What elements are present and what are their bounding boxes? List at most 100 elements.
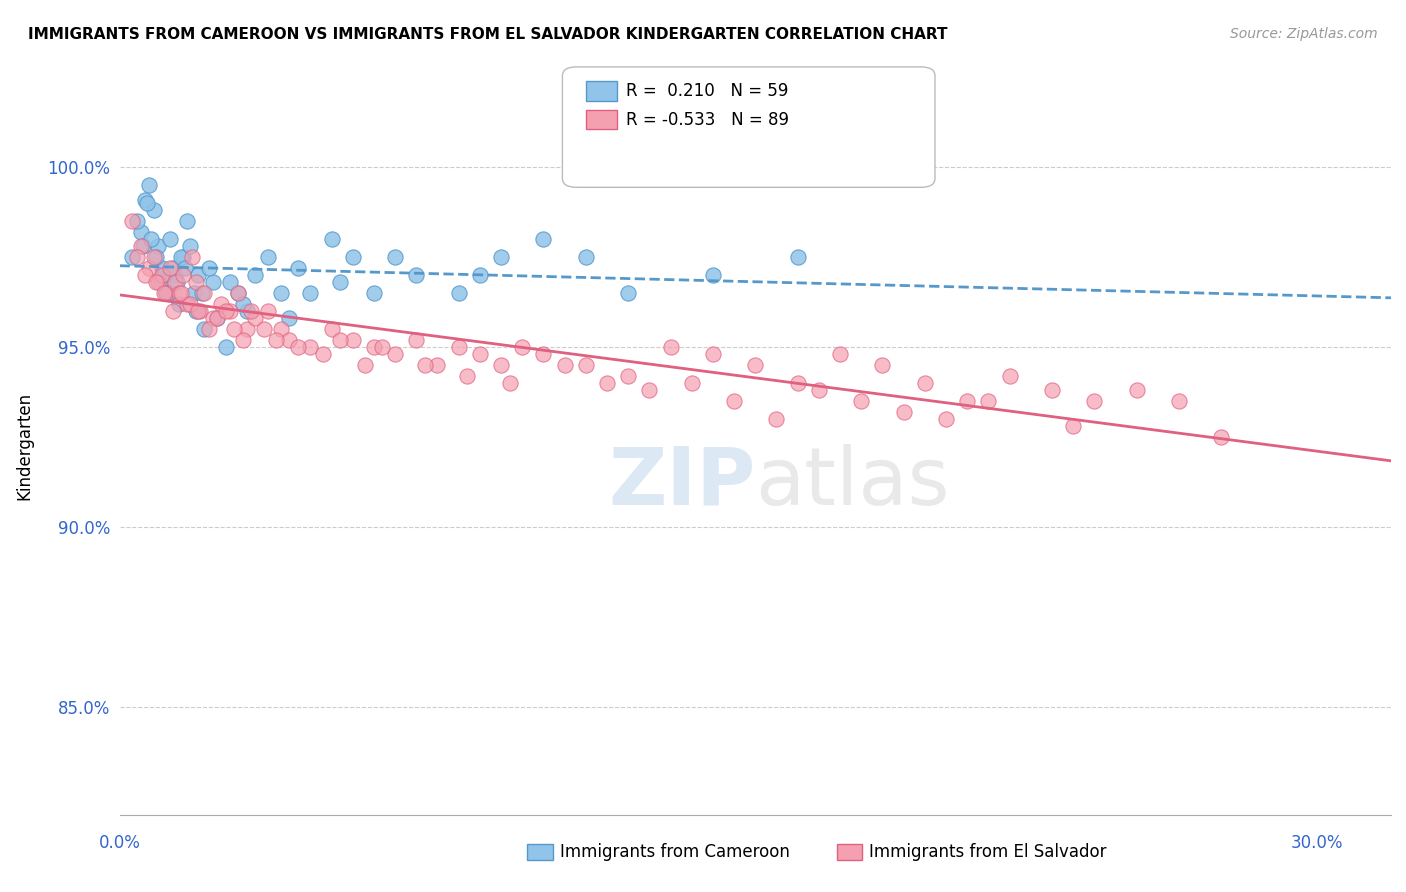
Point xyxy=(257,304,280,318)
Point xyxy=(489,250,512,264)
Point xyxy=(222,322,245,336)
Point xyxy=(1168,394,1191,409)
Point xyxy=(1062,419,1084,434)
Point xyxy=(702,268,724,283)
Point xyxy=(914,376,936,390)
Point xyxy=(141,232,163,246)
Point xyxy=(956,394,979,409)
Point xyxy=(744,358,766,372)
Point xyxy=(170,250,193,264)
Point xyxy=(201,276,224,290)
Point xyxy=(363,340,385,354)
Point xyxy=(205,311,228,326)
Point xyxy=(554,358,576,372)
Text: atlas: atlas xyxy=(755,444,949,522)
Point xyxy=(278,311,301,326)
Text: R = -0.533   N = 89: R = -0.533 N = 89 xyxy=(626,111,789,128)
Point xyxy=(489,358,512,372)
Point xyxy=(253,322,276,336)
Point xyxy=(149,276,172,290)
Point xyxy=(977,394,1000,409)
Point xyxy=(153,268,176,283)
Point xyxy=(157,286,180,301)
Point xyxy=(278,333,301,347)
Point xyxy=(786,250,808,264)
Point xyxy=(299,340,322,354)
Point xyxy=(183,286,205,301)
Point xyxy=(214,304,236,318)
Point xyxy=(226,286,249,301)
Point xyxy=(231,333,253,347)
Point xyxy=(163,276,186,290)
Point xyxy=(245,311,267,326)
Point xyxy=(456,368,478,383)
Point xyxy=(851,394,873,409)
Text: Source: ZipAtlas.com: Source: ZipAtlas.com xyxy=(1230,27,1378,41)
Point xyxy=(134,268,156,283)
Point xyxy=(329,333,352,347)
Point xyxy=(299,286,322,301)
Point xyxy=(702,347,724,361)
Text: Immigrants from Cameroon: Immigrants from Cameroon xyxy=(560,843,789,861)
Point xyxy=(145,250,167,264)
Point xyxy=(617,286,640,301)
Point xyxy=(510,340,533,354)
Point xyxy=(371,340,394,354)
Point xyxy=(145,276,167,290)
Point xyxy=(166,276,188,290)
Point xyxy=(342,333,364,347)
Point xyxy=(1211,430,1233,444)
Point xyxy=(218,304,240,318)
Point xyxy=(807,384,830,398)
Point xyxy=(129,225,152,239)
Point xyxy=(193,322,215,336)
Point xyxy=(125,214,148,228)
Point xyxy=(180,250,202,264)
Point xyxy=(146,239,169,253)
Point xyxy=(184,304,207,318)
Point xyxy=(172,250,194,264)
Point xyxy=(1083,394,1105,409)
Point xyxy=(354,358,377,372)
Point xyxy=(187,268,209,283)
Point xyxy=(172,268,194,283)
Point xyxy=(193,286,215,301)
Point xyxy=(163,268,186,283)
Point xyxy=(209,297,232,311)
Point xyxy=(447,286,470,301)
Point xyxy=(167,297,190,311)
Point xyxy=(413,358,436,372)
Point xyxy=(287,260,309,275)
Point xyxy=(893,405,915,419)
Point xyxy=(786,376,808,390)
Point xyxy=(828,347,851,361)
Point xyxy=(531,232,554,246)
Text: 30.0%: 30.0% xyxy=(1291,834,1343,852)
Point xyxy=(321,322,343,336)
Point xyxy=(240,304,263,318)
Point xyxy=(468,268,491,283)
Point xyxy=(231,297,253,311)
Point xyxy=(132,239,155,253)
Point xyxy=(405,333,427,347)
Point xyxy=(121,250,143,264)
Point xyxy=(197,260,219,275)
Point xyxy=(138,260,160,275)
Text: Immigrants from El Salvador: Immigrants from El Salvador xyxy=(869,843,1107,861)
Point xyxy=(205,311,228,326)
Point xyxy=(329,276,352,290)
Point xyxy=(174,260,197,275)
Point xyxy=(214,340,236,354)
Point xyxy=(468,347,491,361)
Point xyxy=(638,384,661,398)
Point xyxy=(188,304,211,318)
Point xyxy=(384,250,406,264)
Point xyxy=(134,193,156,207)
Point xyxy=(146,276,169,290)
Point xyxy=(575,250,598,264)
Point xyxy=(235,304,257,318)
Point xyxy=(187,304,209,318)
Text: 0.0%: 0.0% xyxy=(98,834,141,852)
Point xyxy=(384,347,406,361)
Point xyxy=(176,297,198,311)
